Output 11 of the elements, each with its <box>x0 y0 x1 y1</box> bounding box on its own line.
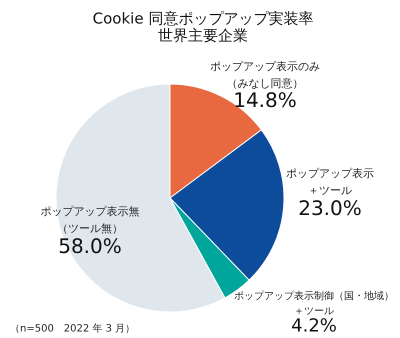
slice-label: ポップアップ表示＋ツール <box>286 167 374 197</box>
data-label: 14.8% <box>233 88 297 112</box>
slice-label: ポップアップ表示のみ（みなし同意） <box>210 60 320 90</box>
chart-subtitle: 世界主要企業 <box>158 26 248 44</box>
data-label: 4.2% <box>291 316 337 336</box>
data-label: 58.0% <box>58 234 122 258</box>
text: （n=500 2022 年 3 月） <box>10 322 136 334</box>
chart-title: Cookie 同意ポップアップ実装率 <box>92 10 314 28</box>
slice-label: ポップアップ表示無（ツール無） <box>40 205 140 235</box>
slice-label: ポップアップ表示制御（国・地域）＋ツール <box>234 290 394 317</box>
data-label: 23.0% <box>298 196 362 220</box>
